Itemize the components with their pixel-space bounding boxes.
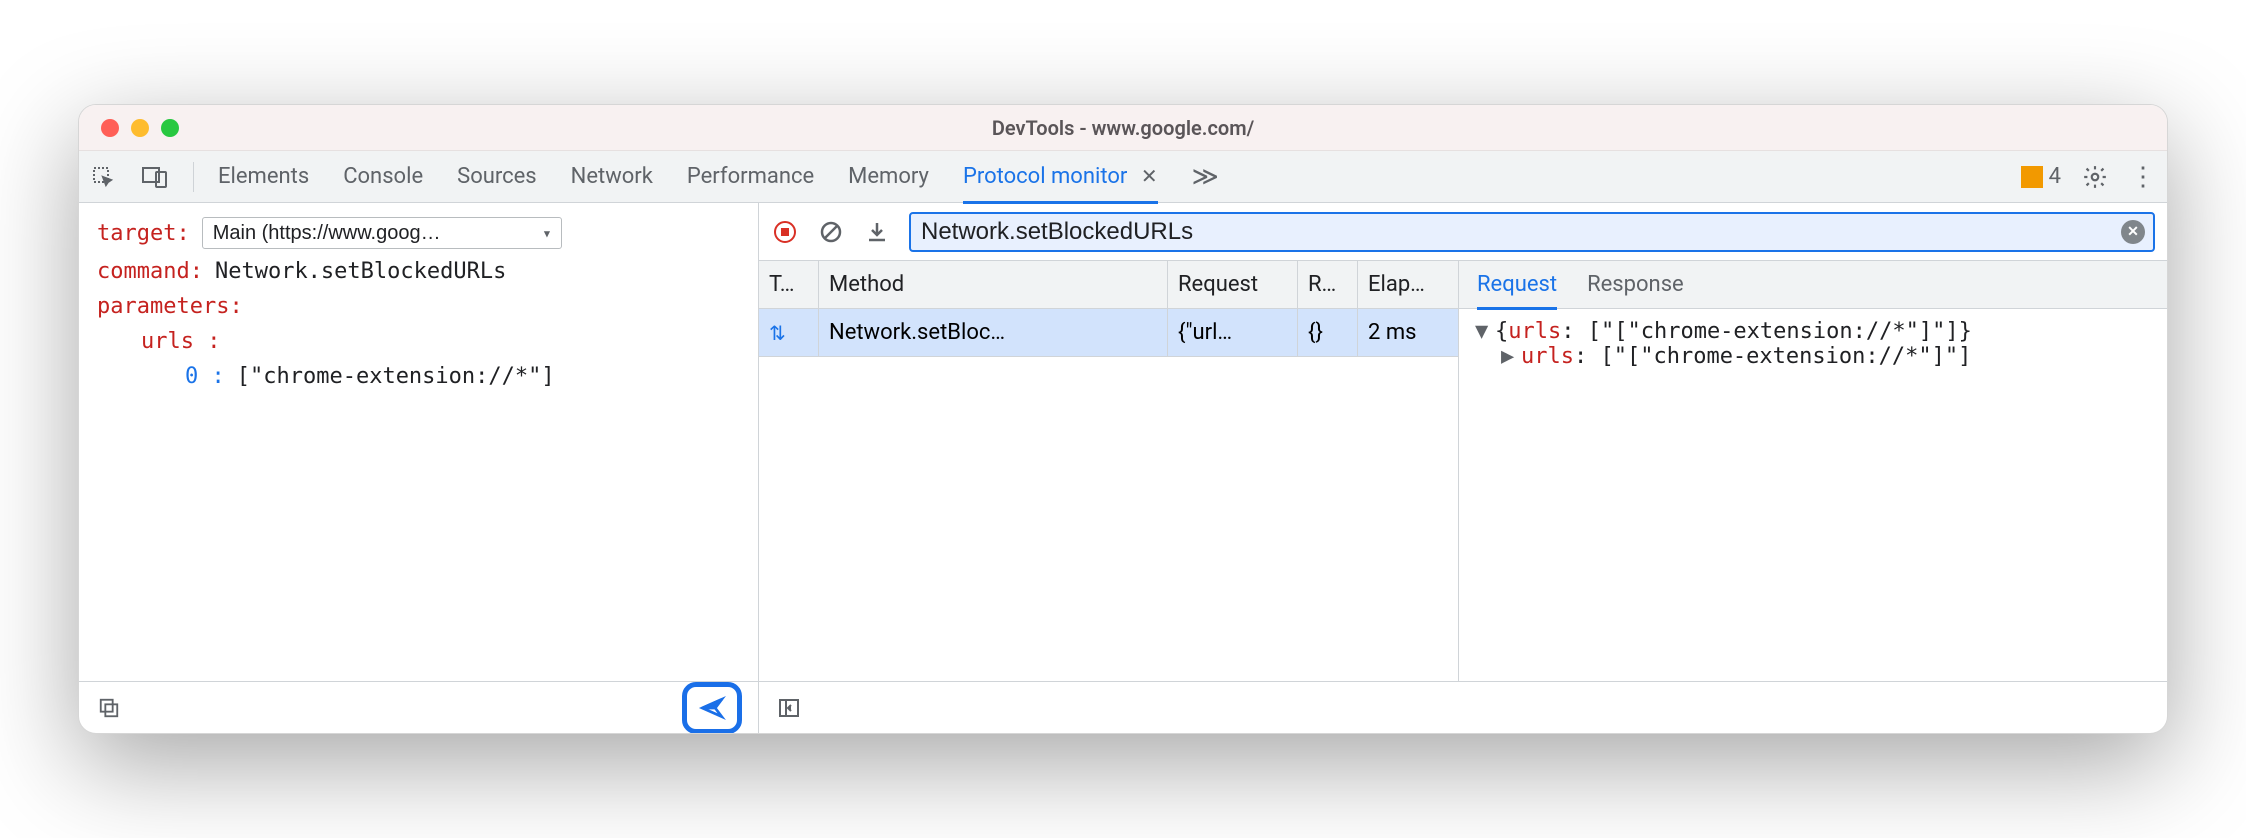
row-method: Network.setBloc…	[819, 309, 1168, 356]
content-area: target: Main (https://www.goog… command:…	[79, 203, 2167, 733]
parameters-label: parameters:	[97, 294, 243, 319]
copy-icon[interactable]	[95, 694, 123, 722]
device-toggle-icon[interactable]	[141, 163, 169, 191]
close-tab-icon[interactable]: ✕	[1141, 164, 1158, 188]
warnings-badge[interactable]: 4	[2021, 164, 2061, 189]
detail-tab-request[interactable]: Request	[1477, 272, 1557, 310]
titlebar: DevTools - www.google.com/	[79, 105, 2167, 151]
tab-protocol-monitor[interactable]: Protocol monitor ✕	[963, 164, 1158, 204]
th-response[interactable]: R…	[1298, 261, 1358, 308]
th-request[interactable]: Request	[1168, 261, 1298, 308]
more-tabs-icon[interactable]: ≫	[1192, 162, 1219, 192]
tab-network[interactable]: Network	[571, 164, 653, 189]
left-footer	[79, 681, 758, 733]
tab-sources[interactable]: Sources	[457, 164, 537, 189]
table-header: T… Method Request R… Elap…	[759, 261, 1458, 309]
download-icon[interactable]	[863, 218, 891, 246]
detail-panel: Request Response ▼{urls: ["["chrome-exte…	[1459, 261, 2167, 681]
expand-icon[interactable]: ▶	[1501, 344, 1515, 369]
clear-filter-icon[interactable]: ✕	[2121, 220, 2145, 244]
kebab-menu-icon[interactable]: ⋮	[2129, 163, 2157, 191]
table-row[interactable]: ⇅ Network.setBloc… {"url… {} 2 ms	[759, 309, 1458, 357]
sent-received-icon: ⇅	[769, 321, 786, 345]
row-response: {}	[1298, 309, 1358, 356]
protocol-log-panel: ✕ T… Method Request R… Elap… ⇅ Network.s…	[759, 203, 2167, 733]
messages-table: T… Method Request R… Elap… ⇅ Network.set…	[759, 261, 1459, 681]
json-tree-row[interactable]: ▶urls: ["["chrome-extension://*"]"]	[1475, 344, 2151, 369]
panel-tabs: Elements Console Sources Network Perform…	[218, 162, 1219, 192]
detail-tab-response[interactable]: Response	[1587, 272, 1684, 297]
tab-memory[interactable]: Memory	[848, 164, 929, 189]
command-label: command:	[97, 259, 203, 284]
target-label: target:	[97, 221, 190, 246]
index-0-label: 0 :	[185, 364, 225, 389]
record-icon[interactable]	[771, 218, 799, 246]
urls-label: urls :	[141, 329, 220, 354]
row-request: {"url…	[1168, 309, 1298, 356]
toggle-sidebar-icon[interactable]	[775, 694, 803, 722]
settings-icon[interactable]	[2081, 163, 2109, 191]
row-elapsed: 2 ms	[1358, 309, 1458, 356]
tab-console[interactable]: Console	[343, 164, 423, 189]
json-tree-row[interactable]: ▼{urls: ["["chrome-extension://*"]"]}	[1475, 319, 2151, 344]
warning-count: 4	[2049, 164, 2061, 189]
th-elapsed[interactable]: Elap…	[1358, 261, 1458, 308]
expand-icon[interactable]: ▼	[1475, 319, 1489, 344]
command-editor-panel: target: Main (https://www.goog… command:…	[79, 203, 759, 733]
inspect-icon[interactable]	[89, 163, 117, 191]
target-select[interactable]: Main (https://www.goog…	[202, 217, 562, 249]
tab-protocol-monitor-label: Protocol monitor	[963, 164, 1127, 189]
clear-icon[interactable]	[817, 218, 845, 246]
devtools-window: DevTools - www.google.com/ Elements Cons…	[78, 104, 2168, 734]
main-toolbar: Elements Console Sources Network Perform…	[79, 151, 2167, 203]
filter-bar: ✕	[759, 203, 2167, 261]
index-0-value: ["chrome-extension://*"]	[237, 364, 555, 389]
command-value: Network.setBlockedURLs	[215, 259, 506, 284]
filter-input[interactable]	[909, 212, 2155, 252]
tab-elements[interactable]: Elements	[218, 164, 309, 189]
th-type[interactable]: T…	[759, 261, 819, 308]
warning-icon	[2021, 166, 2043, 188]
tab-performance[interactable]: Performance	[687, 164, 814, 189]
right-footer	[759, 681, 2167, 733]
window-title: DevTools - www.google.com/	[79, 116, 2167, 140]
send-command-button[interactable]	[682, 682, 742, 734]
th-method[interactable]: Method	[819, 261, 1168, 308]
